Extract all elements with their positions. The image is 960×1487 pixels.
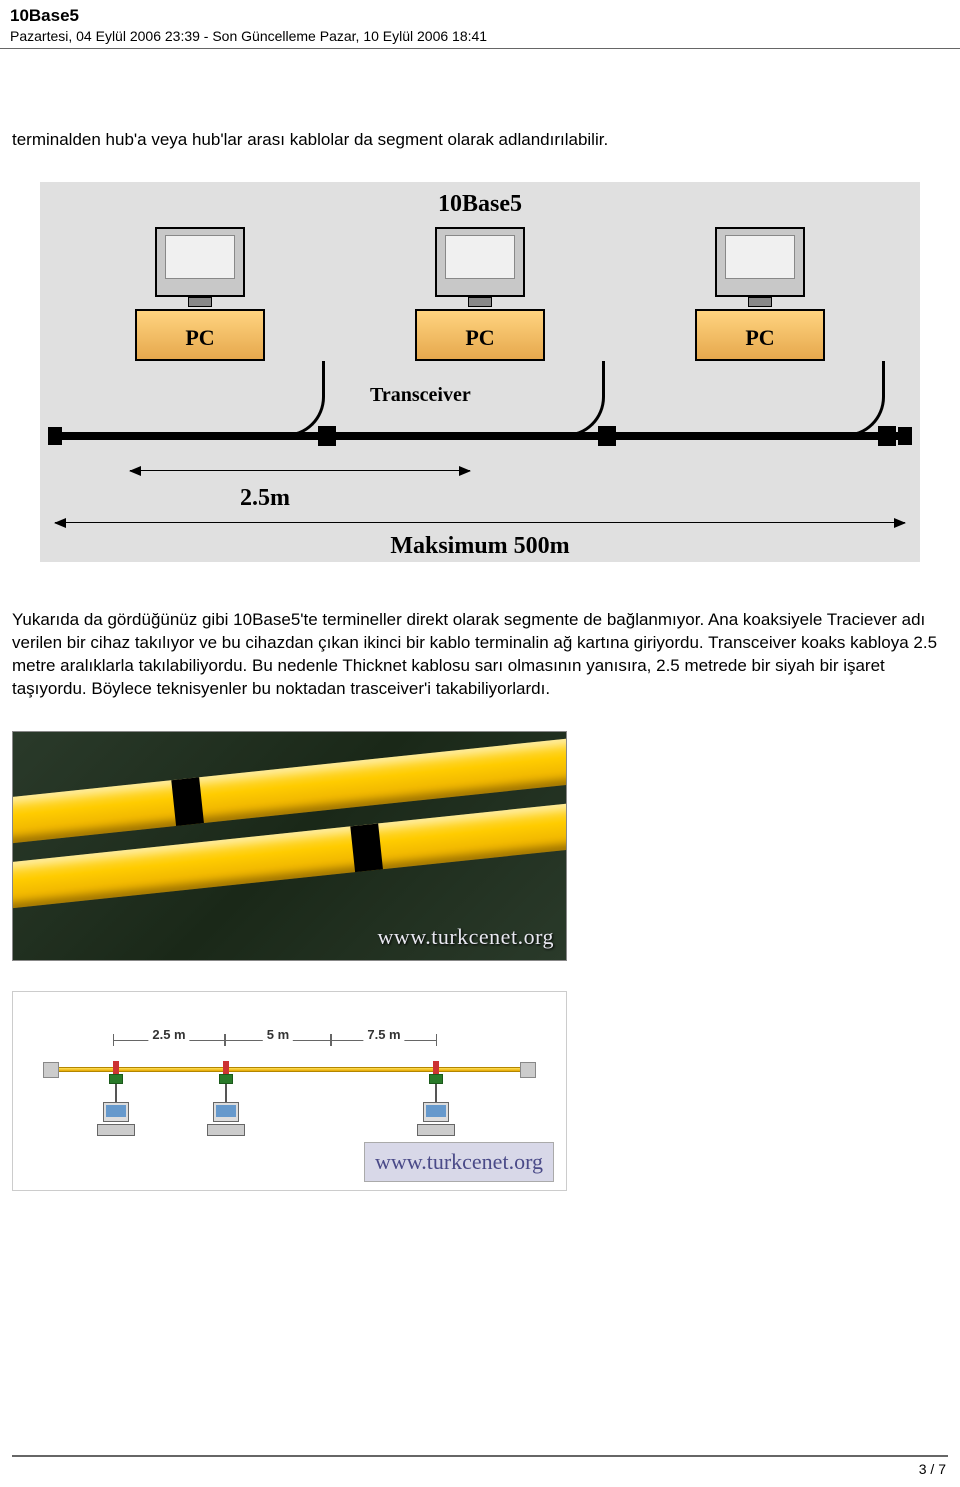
black-band-icon: [350, 823, 383, 872]
black-band-icon: [171, 777, 204, 826]
monitor-icon: [155, 227, 245, 297]
transceiver-box-icon: [598, 426, 616, 446]
page-header: 10Base5 Pazartesi, 04 Eylül 2006 23:39 -…: [0, 0, 960, 49]
pc-unit-1: PC: [120, 227, 280, 382]
header-meta: Pazartesi, 04 Eylül 2006 23:39 - Son Gün…: [10, 28, 950, 44]
label-max-500m: Maksimum 500m: [390, 530, 569, 562]
dim-label-3: 7.5 m: [363, 1026, 404, 1044]
thicknet-cable-line: [53, 1067, 526, 1072]
diagram1-title: 10Base5: [438, 188, 522, 220]
drop-cable-icon: [265, 361, 325, 437]
terminator-icon: [520, 1062, 536, 1078]
transceiver-icon: [219, 1074, 233, 1084]
drop-line-icon: [225, 1084, 227, 1102]
image2-wrap: www.turkcenet.org: [12, 731, 948, 961]
drop-line-icon: [435, 1084, 437, 1102]
dimension-3: 7.5 m: [331, 1030, 437, 1050]
paragraph-2: Yukarıda da gördüğünüz gibi 10Base5'te t…: [12, 609, 948, 701]
terminator-left-icon: [48, 427, 62, 445]
pc-icon: [97, 1102, 135, 1136]
transceiver-label: Transceiver: [370, 382, 471, 409]
terminator-icon: [43, 1062, 59, 1078]
pc-label-2: PC: [400, 323, 560, 353]
transceiver-spacing-diagram: 2.5 m 5 m 7.5 m ww: [12, 991, 567, 1191]
monitor-icon: [715, 227, 805, 297]
watermark: www.turkcenet.org: [364, 1142, 554, 1182]
page-number: 3 / 7: [919, 1461, 946, 1477]
content: terminalden hub'a veya hub'lar arası kab…: [0, 49, 960, 1191]
transceiver-icon: [429, 1074, 443, 1084]
drop-line-icon: [115, 1084, 117, 1102]
main-cable: [55, 432, 905, 440]
drop-cable-icon: [825, 361, 885, 437]
drop-cable-icon: [545, 361, 605, 437]
pc-unit-2: PC: [400, 227, 560, 382]
header-title: 10Base5: [10, 6, 950, 26]
dim-label-1: 2.5 m: [148, 1026, 189, 1044]
footer-divider: [12, 1455, 948, 1457]
pc-unit-3: PC: [680, 227, 840, 382]
dimension-2: 5 m: [225, 1030, 331, 1050]
transceiver-box-icon: [318, 426, 336, 446]
transceiver-box-icon: [878, 426, 896, 446]
label-25m: 2.5m: [240, 482, 290, 514]
dimension-arrow-25: [130, 460, 470, 484]
monitor-icon: [435, 227, 525, 297]
watermark: www.turkcenet.org: [377, 922, 554, 952]
pc-label-1: PC: [120, 323, 280, 353]
diagram-10base5: 10Base5 PC PC PC T: [40, 182, 920, 562]
transceiver-icon: [109, 1074, 123, 1084]
pc-label-3: PC: [680, 323, 840, 353]
pc-icon: [417, 1102, 455, 1136]
image3-wrap: 2.5 m 5 m 7.5 m ww: [12, 991, 948, 1191]
thicknet-cable-photo: www.turkcenet.org: [12, 731, 567, 961]
diagram1-wrap: 10Base5 PC PC PC T: [12, 182, 948, 569]
dim-label-2: 5 m: [263, 1026, 293, 1044]
terminator-right-icon: [898, 427, 912, 445]
pc-icon: [207, 1102, 245, 1136]
paragraph-1: terminalden hub'a veya hub'lar arası kab…: [12, 129, 948, 152]
dimension-1: 2.5 m: [113, 1030, 225, 1050]
